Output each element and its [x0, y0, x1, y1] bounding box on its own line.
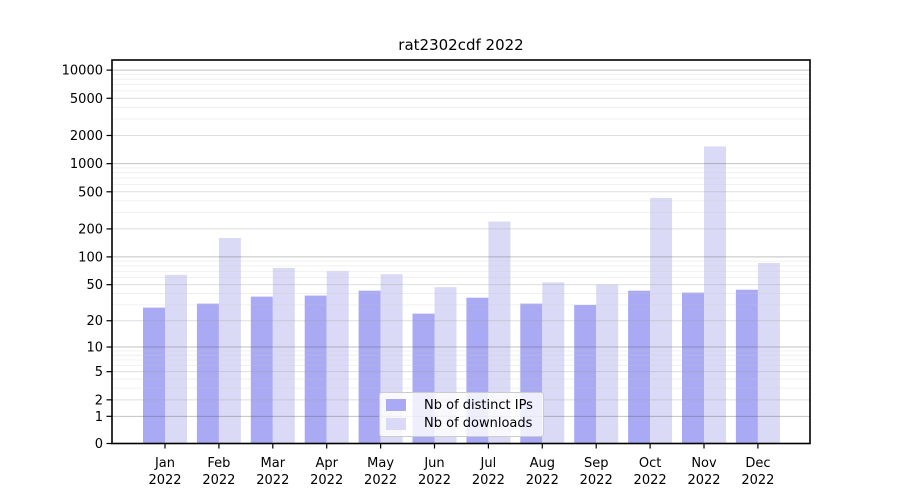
bar-ips-feb [196, 303, 219, 444]
y-tick-label-500: 500 [78, 185, 103, 200]
y-tick-label-0: 0 [95, 437, 103, 452]
legend-swatch-downloads [386, 417, 406, 430]
bar-ips-nov [682, 292, 704, 444]
x-tick-year-apr: 2022 [310, 473, 343, 488]
bar-ips-dec [735, 289, 758, 444]
x-tick-label-dec: Dec [745, 456, 770, 471]
legend-item-downloads: Nb of downloads [386, 416, 537, 432]
x-tick-year-sep: 2022 [580, 473, 613, 488]
bar-downloads-oct [650, 197, 673, 444]
bar-ips-sep [574, 304, 597, 444]
x-tick-label-oct: Oct [639, 456, 661, 471]
bar-ips-jan [143, 307, 165, 444]
chart-title: rat2302cdf 2022 [398, 36, 524, 54]
x-tick-label-aug: Aug [530, 456, 555, 471]
bar-downloads-feb [218, 237, 241, 444]
bar-downloads-sep [596, 284, 619, 444]
x-tick-year-jan: 2022 [148, 473, 181, 488]
legend: Nb of distinct IPs Nb of downloads [379, 392, 544, 437]
x-tick-year-jun: 2022 [418, 473, 451, 488]
y-tick-label-1000: 1000 [70, 157, 103, 172]
bar-downloads-aug [542, 282, 565, 444]
x-tick-label-apr: Apr [315, 456, 338, 471]
x-tick-label-mar: Mar [261, 456, 286, 471]
legend-item-distinct-ips: Nb of distinct IPs [386, 397, 537, 413]
y-tick-label-1: 1 [95, 410, 103, 425]
y-tick-label-2: 2 [95, 393, 103, 408]
y-tick-label-5: 5 [95, 365, 103, 380]
x-tick-year-mar: 2022 [256, 473, 289, 488]
legend-label-distinct-ips: Nb of distinct IPs [424, 397, 533, 413]
x-tick-year-jul: 2022 [472, 473, 505, 488]
x-tick-year-aug: 2022 [526, 473, 559, 488]
legend-label-downloads: Nb of downloads [424, 416, 533, 432]
x-tick-label-feb: Feb [207, 456, 230, 471]
bar-downloads-jan [165, 274, 187, 444]
x-tick-year-nov: 2022 [687, 473, 720, 488]
bar-downloads-jul [488, 221, 511, 444]
y-tick-label-10: 10 [86, 341, 103, 356]
x-tick-year-oct: 2022 [634, 473, 667, 488]
bar-ips-apr [304, 295, 327, 444]
x-tick-label-jan: Jan [154, 456, 175, 471]
y-tick-label-200: 200 [78, 222, 103, 237]
y-tick-label-2000: 2000 [70, 129, 103, 144]
bar-ips-oct [628, 290, 651, 444]
bar-downloads-mar [272, 267, 295, 444]
x-tick-label-jun: Jun [423, 456, 444, 471]
y-tick-label-100: 100 [78, 250, 103, 265]
axes-frame [111, 59, 811, 445]
y-tick-label-50: 50 [86, 278, 103, 293]
x-tick-label-jul: Jul [480, 456, 497, 471]
bar-ips-may [358, 290, 381, 444]
bar-downloads-nov [704, 146, 726, 444]
legend-swatch-distinct-ips [386, 399, 406, 412]
bar-downloads-apr [326, 271, 349, 444]
y-tick-label-20: 20 [86, 314, 103, 329]
x-tick-year-feb: 2022 [202, 473, 235, 488]
bar-ips-mar [250, 296, 273, 444]
x-tick-label-nov: Nov [691, 456, 717, 471]
y-tick-label-5000: 5000 [70, 92, 103, 107]
y-tick-label-10000: 10000 [62, 64, 103, 79]
x-tick-year-may: 2022 [364, 473, 397, 488]
x-tick-label-may: May [367, 456, 394, 471]
x-tick-year-dec: 2022 [741, 473, 774, 488]
x-tick-label-sep: Sep [584, 456, 609, 471]
bar-downloads-dec [757, 262, 780, 444]
